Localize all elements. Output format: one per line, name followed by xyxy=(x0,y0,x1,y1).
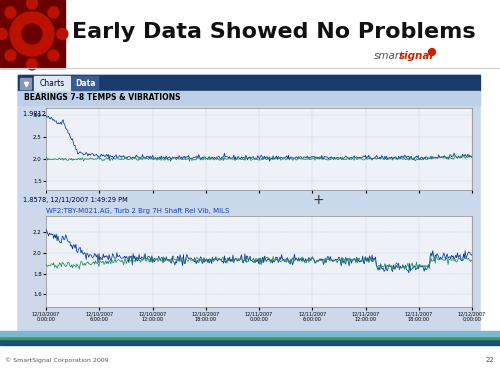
Text: WF2:TBY-M026.AG, Turb 2 Brg 7V Shaft Rel Vib, MILS: WF2:TBY-M026.AG, Turb 2 Brg 7V Shaft Rel… xyxy=(46,122,229,128)
Bar xyxy=(18,75,480,91)
Polygon shape xyxy=(48,50,59,61)
Bar xyxy=(20,108,478,120)
Polygon shape xyxy=(57,28,68,39)
Polygon shape xyxy=(10,12,54,56)
Bar xyxy=(0,336,500,339)
Circle shape xyxy=(428,48,436,55)
Text: smart: smart xyxy=(374,51,404,61)
Text: WF2:TBY-M021.AG, Turb 2 Brg 7H Shaft Rel Vib, MILS: WF2:TBY-M021.AG, Turb 2 Brg 7H Shaft Rel… xyxy=(46,208,230,214)
Text: Data: Data xyxy=(75,78,95,87)
Text: 22: 22 xyxy=(485,357,494,363)
Text: Early Data Showed No Problems: Early Data Showed No Problems xyxy=(72,22,475,42)
Bar xyxy=(18,91,480,105)
Polygon shape xyxy=(5,50,16,61)
Text: 1.8578, 12/11/2007 1:49:29 PM: 1.8578, 12/11/2007 1:49:29 PM xyxy=(23,197,128,203)
Polygon shape xyxy=(26,59,38,70)
Bar xyxy=(0,331,500,336)
Bar xyxy=(34,76,70,90)
Text: 1.9812, 12/11/2007 1:49:29 PM: 1.9812, 12/11/2007 1:49:29 PM xyxy=(23,111,128,117)
Text: Charts: Charts xyxy=(40,78,64,87)
Bar xyxy=(18,75,480,333)
Polygon shape xyxy=(22,24,42,44)
Bar xyxy=(20,78,31,89)
Polygon shape xyxy=(48,7,59,18)
Polygon shape xyxy=(5,7,16,18)
Text: BEARINGS 7-8 TEMPS & VIBRATIONS: BEARINGS 7-8 TEMPS & VIBRATIONS xyxy=(24,93,180,102)
Polygon shape xyxy=(26,0,38,9)
Text: signal: signal xyxy=(399,51,434,61)
Bar xyxy=(20,194,478,206)
Bar xyxy=(72,76,98,90)
Bar xyxy=(0,0,65,68)
Text: © SmartSignal Corporation 2009: © SmartSignal Corporation 2009 xyxy=(5,357,108,363)
Polygon shape xyxy=(0,28,7,39)
Bar xyxy=(0,339,500,345)
Text: +: + xyxy=(312,193,324,207)
